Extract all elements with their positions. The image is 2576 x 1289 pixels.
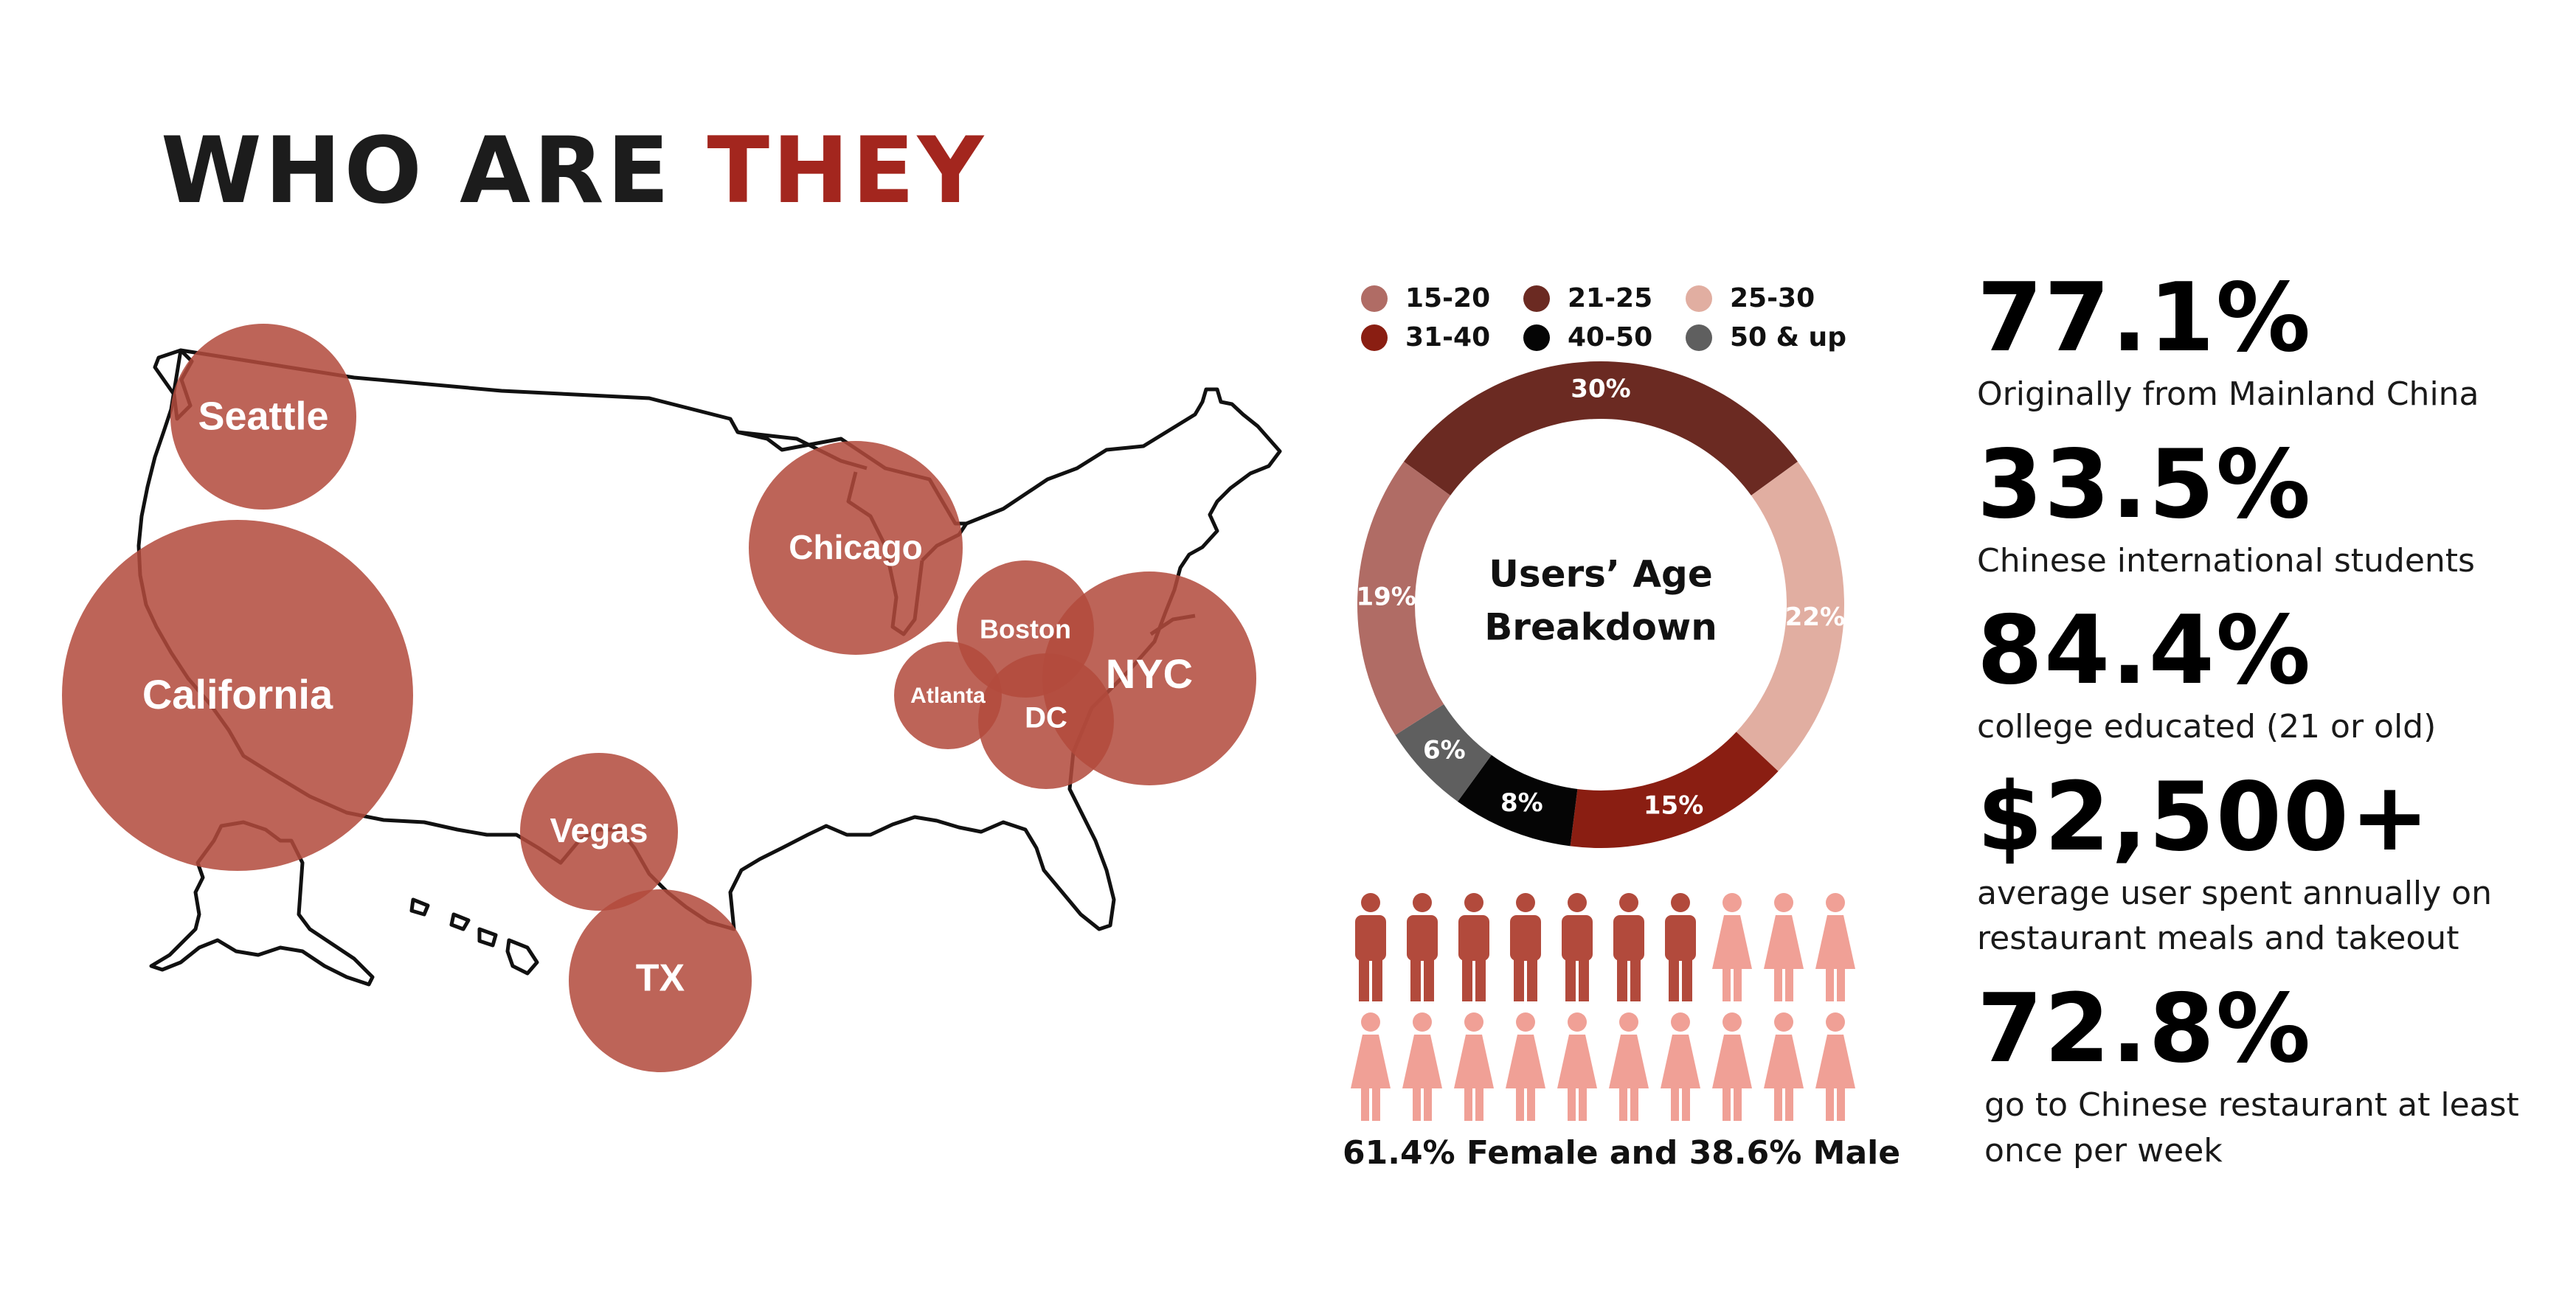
location-label-boston: Boston	[980, 614, 1071, 644]
location-label-tx: TX	[636, 957, 685, 1000]
female-person-icon	[1454, 1012, 1494, 1121]
location-label-chicago: Chicago	[789, 528, 922, 566]
legend-label: 50 & up	[1730, 322, 1846, 352]
donut-slice-25-30	[1736, 462, 1844, 771]
bubble-california	[62, 520, 413, 871]
us-map: Seattle California Chicago Boston NYC At…	[62, 324, 1282, 1072]
stat-mainland-china: 77.1% Originally from Mainland China	[1977, 271, 2552, 417]
stats-list: 77.1% Originally from Mainland China 33.…	[1977, 271, 2552, 1173]
gender-pictogram	[1351, 893, 1855, 1121]
legend-label: 25-30	[1730, 283, 1815, 313]
male-person-icon	[1613, 893, 1644, 1001]
legend-swatch	[1523, 324, 1550, 351]
legend-item-50-up: 50 & up	[1686, 322, 1848, 352]
legend-item-21-25: 21-25	[1523, 283, 1686, 313]
legend-item-40-50: 40-50	[1523, 322, 1686, 352]
donut-value-labels: 30% 22% 15% 8% 6% 19%	[1356, 375, 1845, 821]
female-person-icon	[1351, 1012, 1391, 1121]
legend-item-31-40: 31-40	[1361, 322, 1523, 352]
location-label-nyc: NYC	[1106, 650, 1193, 697]
donut-slices	[1357, 361, 1844, 848]
stat-value: $2,500+	[1977, 762, 2431, 872]
bubble-chicago	[749, 441, 963, 655]
female-person-icon	[1764, 893, 1804, 1001]
legend-label: 15-20	[1405, 283, 1491, 313]
male-person-icon	[1665, 893, 1696, 1001]
stat-description: Chinese international students	[1977, 541, 2475, 580]
bubble-atlanta	[894, 642, 1002, 749]
female-person-icon	[1764, 1012, 1804, 1121]
legend-label: 31-40	[1405, 322, 1491, 352]
donut-center-label-line1: Users’ Age	[1489, 553, 1713, 596]
stat-description: average user spent annually on restauran…	[1977, 874, 2492, 958]
title-part-2: THEY	[707, 118, 987, 224]
bubble-tx	[569, 889, 752, 1072]
female-person-icon	[1815, 1012, 1855, 1121]
female-person-icon	[1557, 1012, 1597, 1121]
location-bubbles	[62, 324, 1256, 1072]
legend-label: 21-25	[1568, 283, 1653, 313]
female-person-icon	[1402, 1012, 1442, 1121]
bubble-dc	[978, 653, 1114, 789]
legend-swatch	[1686, 285, 1712, 312]
donut-center-label-line2: Breakdown	[1484, 606, 1717, 649]
legend-swatch	[1523, 285, 1550, 312]
donut-value-label: 8%	[1500, 788, 1543, 818]
stat-value: 77.1%	[1977, 263, 2313, 373]
location-label-seattle: Seattle	[198, 394, 328, 438]
age-legend: 15-20 21-25 25-30 31-40 40-50 50 & up	[1361, 283, 1848, 352]
stat-college-educated: 84.4% college educated (21 or old)	[1977, 604, 2552, 750]
title-part-1: WHO ARE	[161, 118, 673, 224]
stat-annual-spend: $2,500+ average user spent annually on r…	[1977, 762, 2552, 962]
female-person-icon	[1661, 1012, 1700, 1121]
male-person-icon	[1355, 893, 1386, 1001]
female-person-icon	[1712, 893, 1752, 1001]
stat-value: 84.4%	[1977, 596, 2313, 706]
legend-item-25-30: 25-30	[1686, 283, 1848, 313]
donut-slice-31-40	[1570, 732, 1779, 848]
legend-item-15-20: 15-20	[1361, 283, 1523, 313]
donut-value-label: 30%	[1571, 375, 1630, 404]
legend-swatch	[1361, 324, 1388, 351]
donut-slice-15-20	[1357, 462, 1451, 735]
stat-value: 72.8%	[1977, 973, 2313, 1084]
donut-value-label: 15%	[1644, 791, 1703, 820]
page-title: WHO ARE THEY	[161, 118, 986, 224]
male-person-icon	[1407, 893, 1438, 1001]
location-label-california: California	[142, 671, 333, 718]
stat-description: Originally from Mainland China	[1977, 375, 2479, 413]
stat-international-students: 33.5% Chinese international students	[1977, 429, 2552, 584]
legend-label: 40-50	[1568, 322, 1653, 352]
stat-weekly-visits: 72.8% go to Chinese restaurant at least …	[1977, 973, 2552, 1173]
donut-value-label: 22%	[1785, 602, 1845, 632]
donut-slice-40-50	[1458, 754, 1578, 847]
legend-swatch	[1686, 324, 1712, 351]
location-label-vegas: Vegas	[550, 811, 648, 850]
bubble-seattle	[170, 324, 356, 510]
female-person-icon	[1609, 1012, 1649, 1121]
donut-slice-21-25	[1404, 361, 1798, 496]
stat-description: go to Chinese restaurant at least once p…	[1984, 1085, 2519, 1170]
gender-caption: 61.4% Female and 38.6% Male	[1343, 1134, 1901, 1172]
stat-value: 33.5%	[1977, 429, 2313, 540]
location-label-atlanta: Atlanta	[910, 684, 986, 708]
donut-value-label: 19%	[1356, 582, 1416, 611]
donut-slice-50-up	[1395, 704, 1492, 802]
female-person-icon	[1712, 1012, 1752, 1121]
female-person-icon	[1506, 1012, 1545, 1121]
male-person-icon	[1510, 893, 1541, 1001]
location-label-dc: DC	[1025, 702, 1067, 734]
donut-value-label: 6%	[1423, 736, 1466, 765]
bubble-vegas	[520, 753, 678, 911]
legend-swatch	[1361, 285, 1388, 312]
female-person-icon	[1815, 893, 1855, 1001]
age-donut-chart: 30% 22% 15% 8% 6% 19% Users’ Age Breakdown	[1356, 361, 1845, 848]
stat-description: college educated (21 or old)	[1977, 708, 2437, 746]
male-person-icon	[1458, 893, 1489, 1001]
male-person-icon	[1562, 893, 1593, 1001]
